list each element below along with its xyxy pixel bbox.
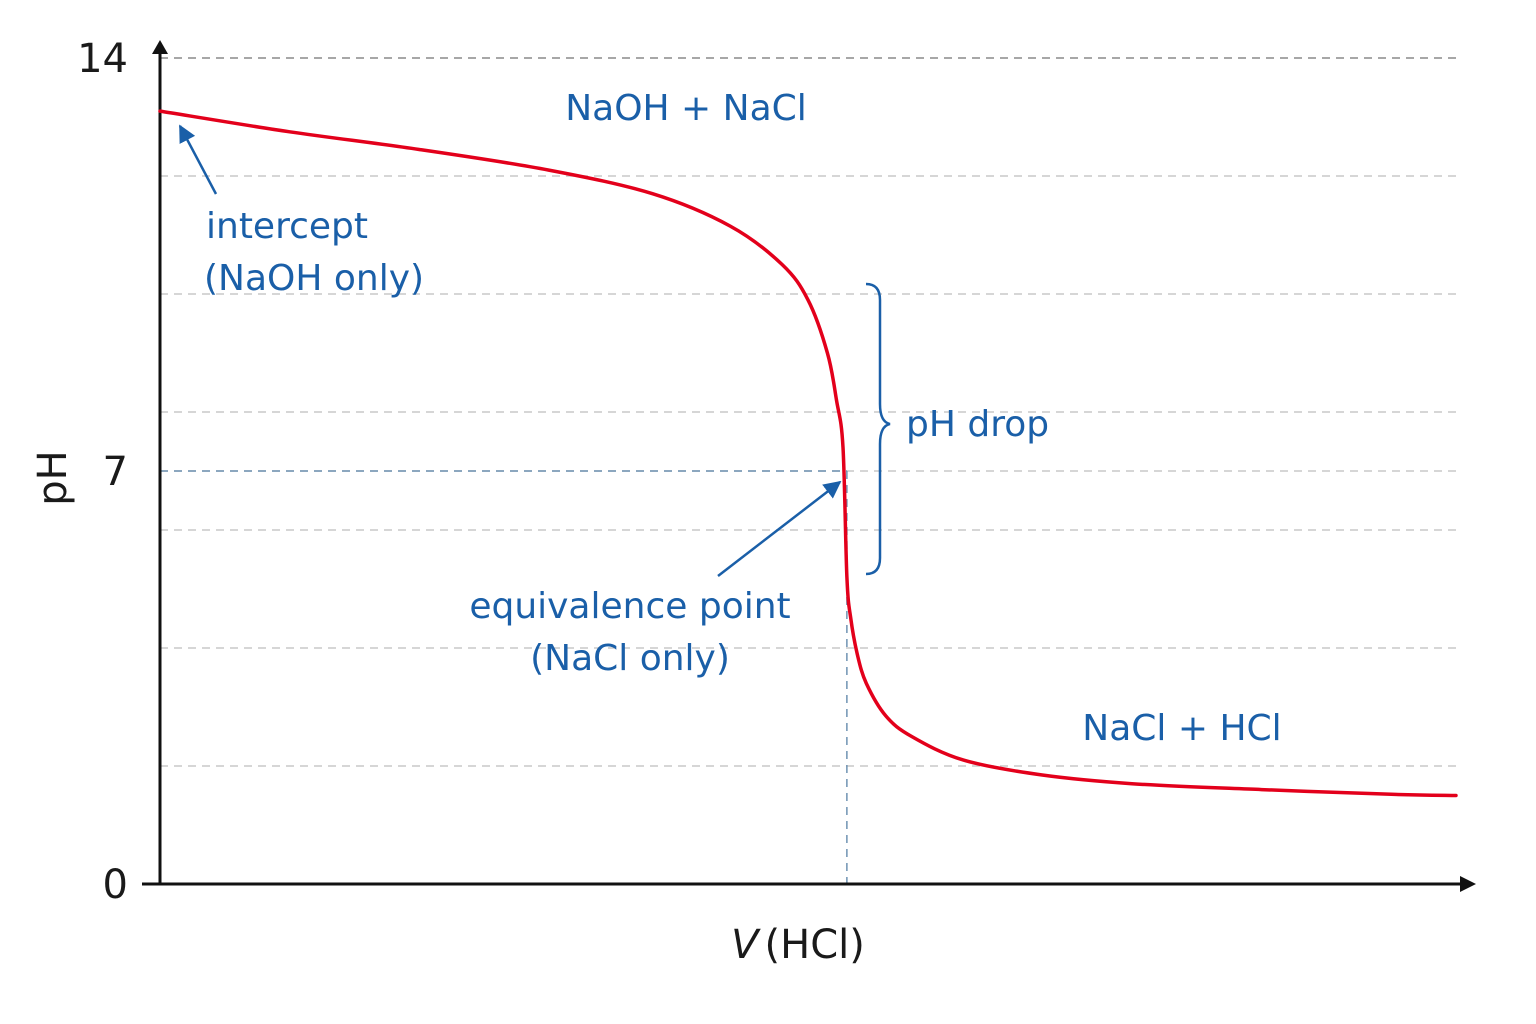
intercept-arrow	[178, 124, 218, 195]
ph-drop-label: pH drop	[906, 404, 1049, 445]
region-label-naoh-nacl: NaOH + NaCl	[565, 88, 807, 129]
y-tick-label-14: 14	[77, 36, 128, 82]
x-axis-label-variable: V	[731, 922, 761, 968]
x-axis-label: V (HCl)	[731, 922, 865, 968]
y-axis-label: pH	[30, 450, 76, 505]
x-axis-arrowhead	[1460, 876, 1476, 892]
x-axis-label-unit: (HCl)	[765, 922, 865, 968]
grid-lines	[160, 57, 1456, 767]
region-label-nacl-hcl: NaCl + HCl	[1082, 708, 1281, 749]
equivalence-label-line1: equivalence point	[469, 586, 790, 627]
y-tick-label-0: 0	[103, 862, 128, 908]
y-tick-label-7: 7	[103, 449, 128, 495]
y-axis-arrowhead	[152, 40, 168, 54]
equivalence-label-line2: (NaCl only)	[530, 638, 730, 679]
ph-drop-brace	[865, 282, 891, 576]
intercept-label-line1: intercept	[206, 206, 368, 247]
equivalence-point-arrow	[717, 480, 842, 577]
intercept-label-line2: (NaOH only)	[204, 258, 424, 299]
titration-curve	[158, 109, 1458, 798]
